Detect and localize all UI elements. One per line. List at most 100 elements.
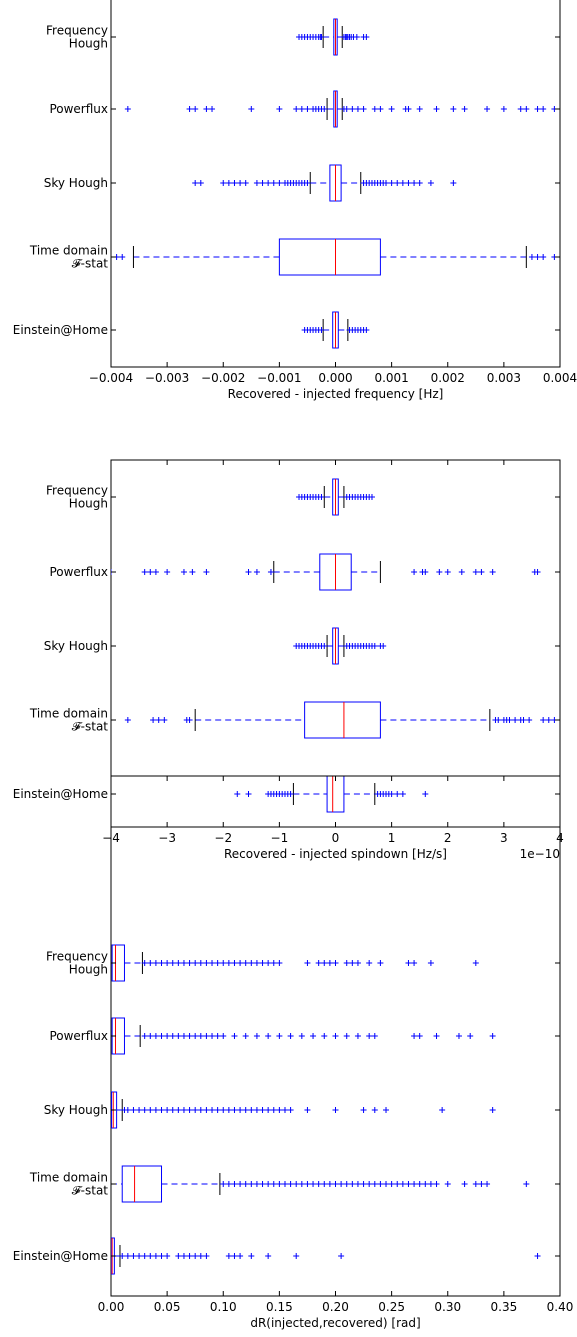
flier-point	[354, 106, 361, 112]
x-tick-label: −0.004	[89, 371, 133, 385]
flier-point	[500, 106, 507, 112]
x-tick-label: 2	[444, 831, 452, 845]
flier-point	[237, 180, 244, 186]
flier-point	[388, 1181, 395, 1187]
flier-point	[540, 106, 547, 112]
flier-point	[209, 960, 216, 966]
flier-point	[368, 494, 375, 500]
flier-point	[141, 1033, 148, 1039]
flier-point	[276, 180, 283, 186]
flier-point	[405, 180, 412, 186]
x-tick-label: 0.10	[210, 1300, 237, 1314]
y-category-label: Sky Hough	[44, 1103, 108, 1117]
flier-point	[353, 34, 360, 40]
flier-point	[523, 1181, 530, 1187]
flier-point	[343, 106, 350, 112]
flier-point	[169, 1107, 176, 1113]
x-offset-label: 1e−10	[520, 847, 560, 861]
flier-point	[248, 106, 255, 112]
flier-point	[405, 106, 412, 112]
flier-point	[186, 1107, 193, 1113]
flier-point	[427, 960, 434, 966]
flier-point	[433, 106, 440, 112]
flier-point	[366, 1181, 373, 1187]
flier-point	[371, 643, 378, 649]
flier-point	[231, 1033, 238, 1039]
flier-point	[304, 180, 311, 186]
flier-point	[220, 1107, 227, 1113]
flier-point	[455, 1033, 462, 1039]
flier-point	[439, 1107, 446, 1113]
y-category-label: Einstein@Home	[13, 787, 108, 801]
flier-point	[276, 1107, 283, 1113]
flier-point	[304, 1181, 311, 1187]
flier-point	[321, 960, 328, 966]
flier-point	[203, 1253, 210, 1259]
flier-point	[124, 717, 131, 723]
flier-point	[534, 1253, 541, 1259]
x-tick-label: −0.001	[257, 371, 301, 385]
x-tick-label: 0.40	[547, 1300, 574, 1314]
flier-point	[180, 569, 187, 575]
flier-point	[225, 1181, 232, 1187]
flier-point	[175, 1253, 182, 1259]
flier-point	[394, 1181, 401, 1187]
y-category-label: Einstein@Home	[13, 1249, 108, 1263]
flier-point	[360, 1181, 367, 1187]
x-tick-label: 0.35	[491, 1300, 518, 1314]
flier-point	[276, 1181, 283, 1187]
flier-point	[192, 1033, 199, 1039]
flier-point	[242, 960, 249, 966]
flier-point	[180, 1253, 187, 1259]
flier-point	[265, 1033, 272, 1039]
flier-point	[416, 1033, 423, 1039]
flier-point	[214, 960, 221, 966]
flier-point	[349, 106, 356, 112]
flier-point	[411, 569, 418, 575]
chart-panel-3: 0.00 0.05 0.10 0.15 0.20 0.25 0.30 0.35 0.40 dR(i…	[13, 775, 574, 1330]
flier-point	[354, 1181, 361, 1187]
flier-point	[540, 717, 547, 723]
y-category-label: Frequency	[46, 24, 108, 38]
flier-point	[371, 1033, 378, 1039]
flier-point	[478, 1181, 485, 1187]
flier-point	[349, 1181, 356, 1187]
flier-point	[253, 1033, 260, 1039]
flier-point	[495, 717, 502, 723]
flier-point	[287, 1181, 294, 1187]
x-tick-label: −3	[158, 831, 176, 845]
flier-point	[220, 1033, 227, 1039]
flier-point	[225, 1253, 232, 1259]
flier-point	[461, 106, 468, 112]
flier-point	[506, 717, 513, 723]
flier-point	[130, 1253, 137, 1259]
flier-point	[259, 1181, 266, 1187]
flier-point	[265, 1107, 272, 1113]
flier-point	[152, 1107, 159, 1113]
x-tick-label: 0.001	[374, 371, 408, 385]
y-category-label: Powerflux	[49, 1029, 108, 1043]
flier-point	[169, 960, 176, 966]
flier-point	[231, 1253, 238, 1259]
flier-point	[422, 791, 429, 797]
flier-point	[293, 1253, 300, 1259]
flier-point	[164, 1107, 171, 1113]
flier-point	[360, 106, 367, 112]
flier-point	[354, 1033, 361, 1039]
flier-point	[161, 717, 168, 723]
y-category-label: Time domain	[29, 1171, 108, 1185]
y-category-label: Time domain	[29, 707, 108, 721]
x-axis-label: dR(injected,recovered) [rad]	[250, 1316, 420, 1330]
flier-point	[371, 1107, 378, 1113]
flier-point	[158, 1253, 165, 1259]
flier-point	[534, 254, 541, 260]
y-category-label: Hough	[69, 37, 108, 51]
flier-point	[225, 180, 232, 186]
flier-point	[152, 569, 159, 575]
flier-point	[175, 960, 182, 966]
flier-point	[383, 1107, 390, 1113]
flier-point	[360, 1107, 367, 1113]
flier-point	[192, 1253, 199, 1259]
flier-point	[304, 1107, 311, 1113]
flier-point	[220, 1181, 227, 1187]
